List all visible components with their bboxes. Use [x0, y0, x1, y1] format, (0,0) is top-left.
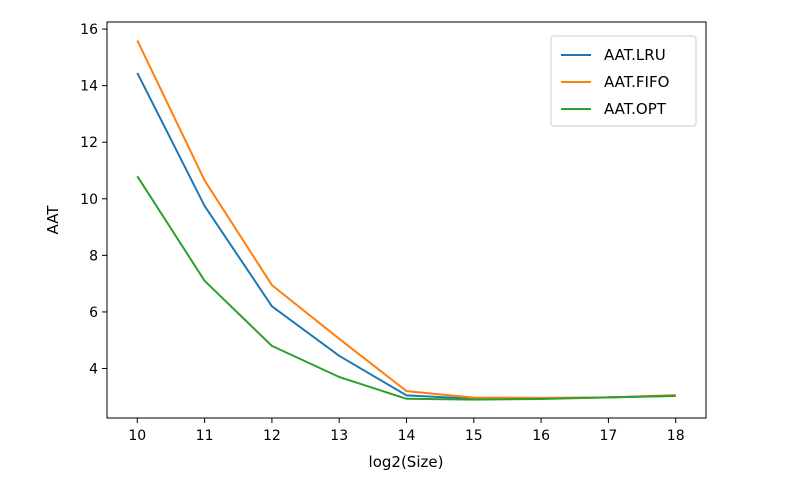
x-axis: 10 11 12 13 14 15 16 17 18	[128, 418, 685, 444]
x-tick-label: 16	[532, 428, 550, 444]
legend-label-opt: AAT.OPT	[604, 100, 667, 118]
x-tick-label: 13	[330, 428, 348, 444]
legend-label-lru: AAT.LRU	[604, 46, 666, 64]
series-line-opt	[136, 175, 676, 401]
y-tick-label: 16	[80, 22, 98, 38]
series-layer	[136, 39, 676, 401]
y-tick-label: 8	[89, 248, 98, 264]
legend-label-fifo: AAT.FIFO	[604, 73, 669, 91]
x-tick-label: 15	[465, 428, 483, 444]
y-tick-label: 12	[80, 135, 98, 151]
y-axis: 4 6 8 10 12 14 16	[80, 22, 107, 378]
x-tick-label: 12	[263, 428, 281, 444]
y-tick-label: 14	[80, 79, 98, 95]
x-tick-label: 14	[398, 428, 416, 444]
legend: AAT.LRU AAT.FIFO AAT.OPT	[550, 35, 697, 127]
y-tick-label: 4	[89, 362, 98, 378]
x-tick-label: 11	[196, 428, 214, 444]
y-tick-label: 6	[89, 305, 98, 321]
y-tick-label: 10	[80, 192, 98, 208]
x-tick-label: 18	[667, 428, 685, 444]
y-axis-label: AAT	[44, 205, 62, 235]
x-tick-label: 10	[128, 428, 146, 444]
x-axis-label: log2(Size)	[369, 453, 444, 471]
legend-frame	[550, 35, 697, 127]
x-tick-label: 17	[599, 428, 617, 444]
